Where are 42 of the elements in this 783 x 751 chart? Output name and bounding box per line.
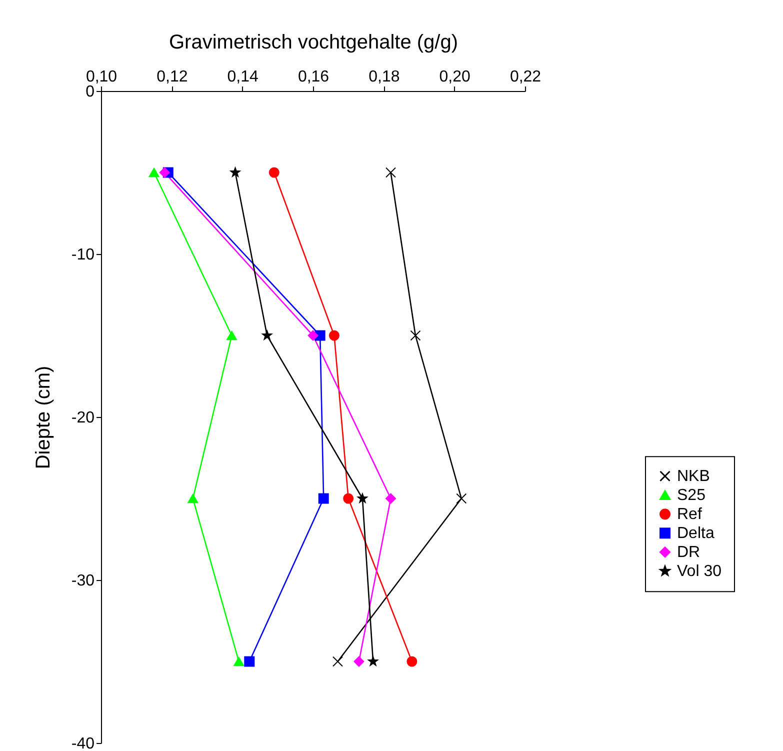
point <box>226 330 237 340</box>
x-tick-label: 0,20 <box>439 68 471 86</box>
y-tick-label: -10 <box>71 246 95 264</box>
point <box>410 330 421 341</box>
x-tick-label: 0,22 <box>510 68 542 86</box>
point <box>318 493 329 504</box>
y-tick-label: -40 <box>71 736 95 751</box>
x-tick-label: 0,14 <box>227 68 259 86</box>
legend-label: S25 <box>677 487 706 504</box>
point <box>328 330 340 341</box>
point <box>188 494 198 504</box>
legend-label: DR <box>677 544 700 562</box>
x-tick-label: 0,18 <box>368 68 400 86</box>
y-tick-label: -30 <box>71 572 95 590</box>
x-axis-title: Gravimetrisch vochtgehalte (g/g) <box>168 32 458 54</box>
point <box>368 656 378 666</box>
point <box>332 656 343 667</box>
x-tick-label: 0,12 <box>156 68 188 86</box>
point <box>230 167 240 177</box>
point <box>343 493 354 504</box>
x-tick-label: 0,10 <box>86 68 118 86</box>
point <box>148 168 160 178</box>
point <box>385 493 396 504</box>
y-tick-label: 0 <box>86 84 95 100</box>
point <box>234 656 244 666</box>
point <box>308 330 318 341</box>
point <box>357 493 368 503</box>
x-tick-label: 0,16 <box>298 68 330 86</box>
point <box>262 330 272 340</box>
point <box>385 167 396 178</box>
point <box>159 167 170 178</box>
legend-label: Vol 30 <box>677 563 722 580</box>
y-axis-title: Diepte (cm) <box>32 366 54 470</box>
point <box>268 167 280 178</box>
legend-label: Ref <box>677 506 702 524</box>
legend-label: Delta <box>677 525 714 542</box>
point <box>406 656 418 667</box>
point <box>354 656 364 667</box>
point <box>456 493 467 504</box>
y-tick-label: -20 <box>71 410 95 426</box>
point <box>244 656 255 667</box>
legend-label: NKB <box>677 468 710 486</box>
